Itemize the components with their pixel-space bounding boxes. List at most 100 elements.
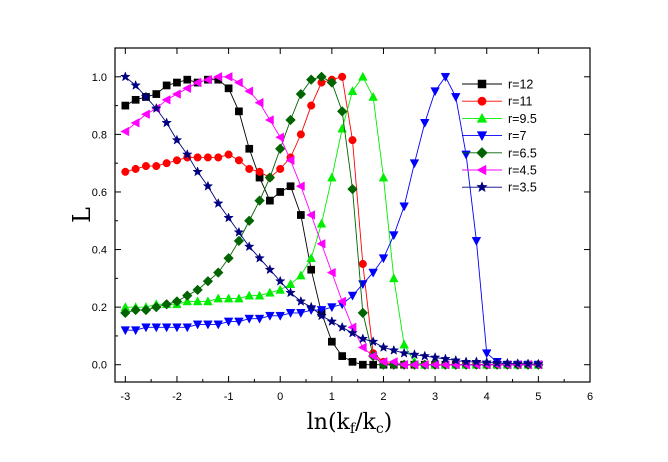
data-point: [388, 357, 398, 367]
y-tick-label: 0.0: [92, 360, 107, 372]
data-point: [182, 323, 193, 333]
data-point: [152, 162, 161, 171]
data-point: [264, 172, 276, 183]
legend-item: r=7: [462, 129, 526, 143]
data-point: [285, 287, 296, 298]
data-point: [368, 91, 378, 101]
data-point: [120, 126, 130, 137]
data-point: [409, 359, 419, 370]
legend-label: r=11: [508, 95, 532, 109]
data-point: [347, 86, 358, 96]
data-point: [316, 239, 326, 249]
data-point: [182, 296, 193, 306]
data-point: [533, 358, 544, 369]
data-point: [471, 356, 482, 367]
legend-marker: [476, 147, 488, 159]
data-point: [192, 77, 202, 88]
data-point: [223, 317, 234, 327]
data-point: [296, 309, 306, 318]
data-point: [233, 235, 245, 247]
data-point: [161, 95, 171, 105]
data-point: [409, 349, 420, 360]
data-point: [347, 291, 358, 301]
data-point: [348, 136, 357, 145]
data-point: [307, 101, 316, 110]
data-point: [172, 323, 182, 333]
data-point: [450, 354, 462, 365]
data-point: [440, 72, 451, 82]
data-point: [171, 89, 181, 99]
data-point: [276, 188, 285, 196]
data-point: [212, 197, 224, 208]
data-point: [296, 270, 306, 280]
data-point: [213, 320, 223, 330]
legend: r=12 r=11 r=9.5 r=7 r=6.5 r=4.5 r=3.5: [462, 78, 537, 195]
data-point: [338, 352, 347, 360]
data-point: [316, 218, 327, 228]
data-point: [172, 156, 181, 165]
data-point: [254, 252, 265, 263]
data-point: [512, 357, 524, 369]
data-point: [327, 303, 337, 313]
legend-marker: [476, 181, 488, 193]
data-point: [120, 326, 131, 336]
data-point: [233, 77, 243, 88]
data-point: [244, 314, 254, 324]
data-point: [266, 196, 274, 205]
data-point: [202, 276, 214, 287]
data-point: [121, 167, 130, 176]
data-point: [130, 326, 141, 336]
data-point: [471, 237, 482, 246]
data-point: [440, 359, 450, 370]
data-point: [307, 265, 316, 274]
data-point: [141, 162, 151, 171]
data-point: [244, 215, 255, 226]
legend-item: r=3.5: [462, 181, 537, 195]
data-point: [181, 148, 193, 160]
ticks-layer: -3 -2 -1 0 1 2 3 4 5 6 0.0 0.2 0.4 0.6 0.8 1.0: [92, 47, 593, 403]
data-point: [171, 134, 183, 145]
data-point: [192, 166, 203, 177]
data-point: [388, 344, 400, 355]
data-point: [140, 91, 152, 102]
data-point: [378, 172, 389, 182]
data-point: [316, 310, 327, 321]
x-tick-label: 2: [380, 391, 386, 403]
data-point: [378, 357, 388, 367]
data-point: [162, 81, 171, 90]
data-point: [481, 356, 493, 367]
data-point: [327, 172, 337, 182]
data-point: [223, 212, 234, 223]
data-point: [296, 130, 305, 139]
data-point: [295, 295, 307, 306]
data-point: [233, 226, 245, 237]
x-tick-label: 0: [277, 391, 283, 403]
data-point: [234, 317, 244, 327]
data-point: [348, 357, 357, 366]
data-point: [460, 356, 472, 367]
x-tick-label: -3: [120, 391, 130, 403]
data-point: [264, 264, 276, 275]
y-axis-title: L: [68, 207, 96, 223]
data-point: [399, 359, 408, 370]
data-point: [358, 71, 368, 81]
data-point: [420, 119, 430, 128]
data-point: [120, 71, 131, 82]
data-point: [223, 72, 233, 82]
legend-label: r=9.5: [508, 112, 537, 126]
data-point: [368, 268, 378, 278]
data-point: [213, 293, 223, 303]
x-axis-title: ln(kf/kc): [307, 410, 393, 437]
data-point: [368, 351, 378, 361]
data-point: [202, 180, 214, 191]
x-axis-title-main: ln(k: [307, 410, 351, 435]
data-point: [286, 182, 295, 191]
data-point: [254, 195, 265, 206]
data-point: [234, 293, 244, 303]
data-point: [162, 159, 171, 168]
x-tick-label: 1: [329, 391, 335, 403]
data-point: [130, 118, 140, 128]
data-point: [140, 304, 152, 316]
data-point: [389, 273, 399, 283]
data-point: [255, 167, 264, 176]
